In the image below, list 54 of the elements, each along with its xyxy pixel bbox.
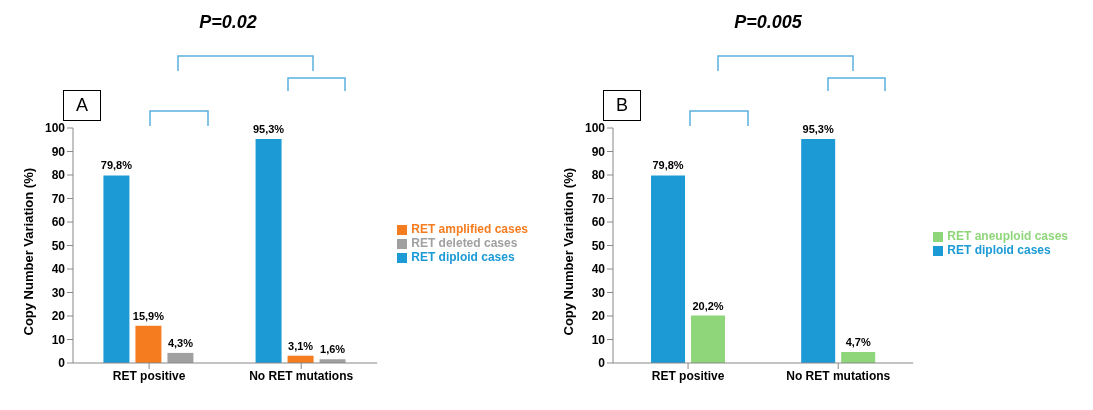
bar bbox=[651, 175, 686, 363]
data-label: 95,3% bbox=[802, 123, 834, 136]
text: P=0.005 bbox=[733, 12, 803, 33]
chart-title: A bbox=[63, 90, 102, 121]
y-tick-label: 0 bbox=[598, 356, 606, 371]
y-tick-label: 100 bbox=[44, 121, 66, 136]
legend-label: RET diploid cases bbox=[947, 243, 1051, 257]
y-tick-label: 100 bbox=[584, 121, 606, 136]
data-label: 4,7% bbox=[845, 335, 871, 348]
y-tick-label: 40 bbox=[51, 262, 66, 277]
legend-label: RET deleted cases bbox=[411, 236, 518, 250]
bar bbox=[103, 175, 130, 363]
y-tick-label: 70 bbox=[51, 191, 66, 206]
data-label: 20,2% bbox=[692, 299, 724, 312]
bar bbox=[255, 139, 282, 363]
y-tick-label: 90 bbox=[591, 144, 606, 159]
y-tick-label: 60 bbox=[591, 215, 606, 230]
data-label: 79,8% bbox=[100, 159, 133, 172]
y-tick-label: 80 bbox=[51, 168, 66, 183]
data-label: 3,1% bbox=[288, 339, 314, 352]
y-tick-label: 80 bbox=[591, 168, 606, 183]
data-label: 95,3% bbox=[252, 123, 285, 136]
bar bbox=[135, 325, 162, 363]
y-tick-label: 40 bbox=[591, 262, 606, 277]
bar bbox=[691, 315, 726, 363]
data-label: 15,9% bbox=[132, 309, 165, 322]
y-tick-label: 20 bbox=[51, 309, 66, 324]
chart-title: B bbox=[603, 90, 642, 121]
x-tick-label: No RET mutations bbox=[249, 368, 354, 383]
y-tick-label: 50 bbox=[591, 238, 606, 253]
y-tick-label: 30 bbox=[51, 285, 66, 300]
x-tick-label: No RET mutations bbox=[786, 368, 891, 383]
y-tick-label: 20 bbox=[591, 309, 606, 324]
y-tick-label: 0 bbox=[58, 356, 66, 371]
y-tick-label: 10 bbox=[591, 332, 606, 347]
bar bbox=[841, 351, 876, 363]
data-label: 79,8% bbox=[652, 159, 684, 172]
legend-label: RET diploid cases bbox=[411, 250, 515, 264]
y-tick-label: 60 bbox=[51, 215, 66, 230]
data-label: 1,6% bbox=[320, 343, 346, 356]
y-axis-title: Copy Number Variation (%) bbox=[560, 167, 576, 336]
x-tick-label: RET positive bbox=[651, 368, 725, 383]
y-tick-label: 50 bbox=[51, 238, 66, 253]
y-tick-label: 90 bbox=[51, 144, 66, 159]
x-tick-label: RET positive bbox=[112, 368, 186, 383]
y-tick-label: 10 bbox=[51, 332, 66, 347]
bar bbox=[801, 139, 836, 363]
text: P=0.02 bbox=[198, 12, 258, 33]
legend-label: RET aneuploid cases bbox=[947, 229, 1068, 243]
data-label: 4,3% bbox=[167, 336, 194, 349]
y-tick-label: 70 bbox=[591, 191, 606, 206]
y-axis-title: Copy Number Variation (%) bbox=[20, 167, 36, 336]
y-tick-label: 30 bbox=[591, 285, 606, 300]
legend-label: RET amplified cases bbox=[411, 222, 528, 236]
